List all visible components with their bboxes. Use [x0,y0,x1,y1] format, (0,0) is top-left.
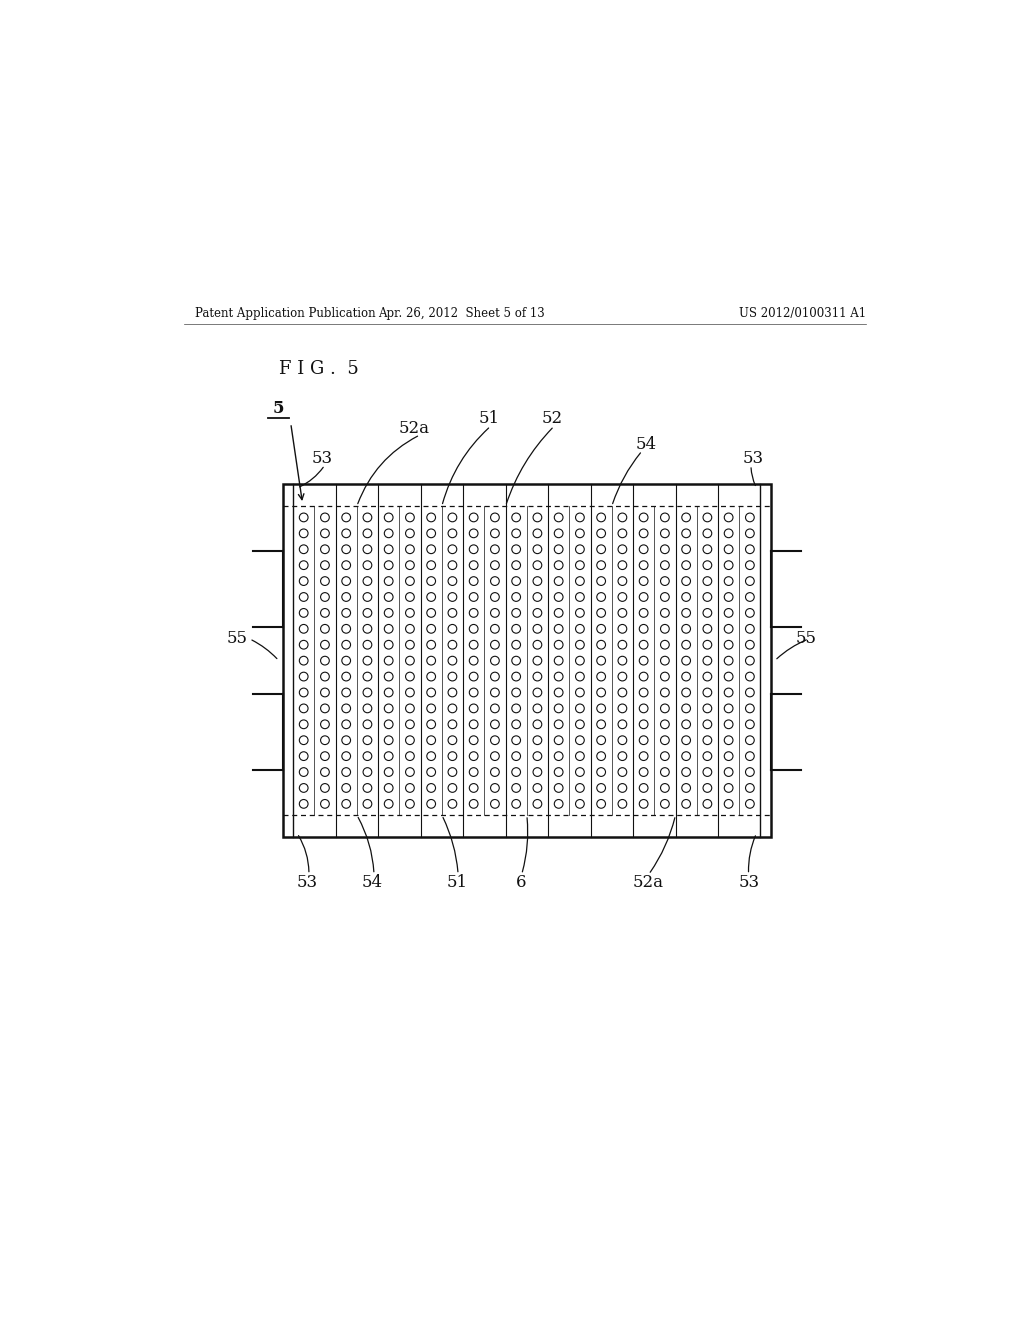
Text: 55: 55 [796,631,817,647]
Text: US 2012/0100311 A1: US 2012/0100311 A1 [739,308,866,319]
Text: 55: 55 [227,631,248,647]
Text: 53: 53 [739,874,760,891]
Text: 6: 6 [515,874,526,891]
Text: Patent Application Publication: Patent Application Publication [196,308,376,319]
Text: 54: 54 [361,874,383,891]
Text: 51: 51 [478,411,500,428]
Text: 52a: 52a [398,420,429,437]
Text: 53: 53 [742,450,764,467]
Bar [283,484,771,837]
Text: 52: 52 [542,411,563,428]
Text: 52a: 52a [632,874,664,891]
Text: 51: 51 [446,874,468,891]
Text: 53: 53 [312,450,333,467]
Text: 5: 5 [273,400,285,417]
Text: 53: 53 [297,874,317,891]
Text: F I G .  5: F I G . 5 [279,360,358,378]
Text: Apr. 26, 2012  Sheet 5 of 13: Apr. 26, 2012 Sheet 5 of 13 [378,308,545,319]
Text: 54: 54 [636,436,656,453]
